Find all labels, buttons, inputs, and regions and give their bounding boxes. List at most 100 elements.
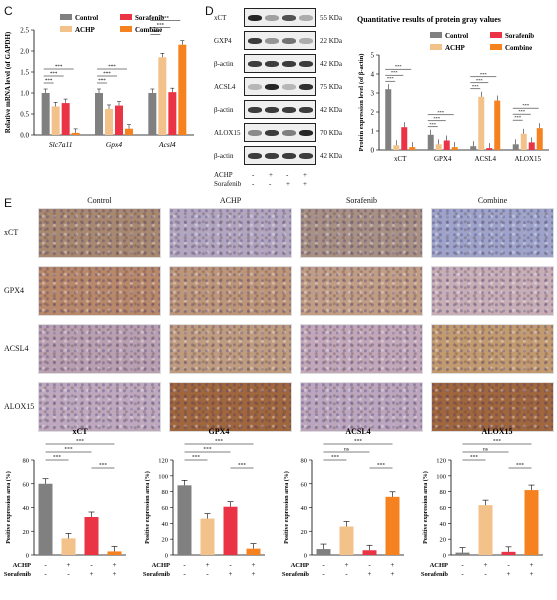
- y-tick-label: 40: [301, 505, 308, 512]
- treatment-sign: +: [90, 570, 94, 578]
- y-tick-label: 60: [440, 505, 447, 512]
- blot-band: [282, 107, 296, 113]
- ihc-column-label: ACHP: [219, 196, 242, 205]
- y-tick-label: 0.0: [20, 132, 29, 140]
- blot-band: [265, 130, 279, 136]
- sig-label: ***: [437, 110, 445, 115]
- legend-label: Sorafenib: [135, 14, 164, 22]
- sig-label: ***: [215, 439, 224, 445]
- blot-band: [265, 153, 279, 159]
- bar: [385, 496, 400, 555]
- treatment-sign: -: [322, 561, 325, 569]
- ihc-column-label: Combine: [477, 196, 508, 205]
- y-tick-label: 3: [371, 90, 375, 98]
- sig-label: ***: [476, 78, 484, 83]
- legend-swatch: [60, 26, 72, 32]
- ihc-image: [169, 382, 292, 432]
- bar: [494, 100, 501, 150]
- ihc-image: [300, 382, 423, 432]
- y-tick-label: 80: [301, 458, 308, 465]
- chart-title: ACSL4: [345, 427, 370, 436]
- chart-title: xCT: [72, 427, 88, 436]
- legend-label: Control: [75, 14, 98, 22]
- bar: [520, 133, 527, 150]
- ihc-column-label: Control: [87, 196, 112, 205]
- y-tick-label: 2.0: [20, 48, 29, 56]
- treatment-sign: +: [252, 561, 256, 569]
- panel-letter-d: D: [205, 4, 214, 18]
- blot-strip: [244, 100, 316, 119]
- sig-label: ***: [55, 65, 63, 70]
- bar: [168, 92, 177, 135]
- y-tick-label: 0: [26, 553, 29, 560]
- y-tick-label: 0: [371, 147, 375, 155]
- bar: [177, 485, 192, 555]
- bar: [339, 526, 354, 555]
- sig-label: ***: [429, 122, 437, 127]
- treatment-sign: +: [345, 561, 349, 569]
- blot-band: [265, 38, 279, 44]
- sig-label: ***: [514, 115, 522, 120]
- bar: [200, 518, 215, 555]
- panel-letter-c: C: [4, 4, 13, 18]
- y-axis-label: Positive expression area (%): [422, 471, 429, 544]
- molecular-weight-label: 42 KDa: [320, 152, 342, 160]
- ihc-column-label: Sorafenib: [345, 196, 378, 205]
- ihc-row-label: ACSL4: [4, 344, 29, 353]
- y-tick-label: 20: [301, 529, 308, 536]
- treatment-sign: -: [507, 561, 510, 569]
- y-tick-label: 100: [436, 473, 446, 480]
- y-axis-label: Positive expression area (%): [283, 471, 290, 544]
- bar: [41, 93, 50, 135]
- bar: [51, 106, 60, 135]
- treatment-sign: +: [252, 570, 256, 578]
- treatment-sign: +: [229, 570, 233, 578]
- blot-strip: [244, 146, 316, 165]
- blot-strip: [244, 77, 316, 96]
- treatment-sign: +: [484, 561, 488, 569]
- bar: [501, 551, 516, 555]
- blot-label: GXP4: [214, 37, 232, 45]
- bar: [528, 142, 535, 150]
- sig-label: ***: [99, 463, 108, 469]
- bar: [107, 551, 122, 555]
- y-tick-label: 120: [436, 458, 446, 465]
- y-axis-label: Positive expression area (%): [5, 471, 12, 544]
- bar: [409, 147, 416, 150]
- sig-label: ns: [344, 447, 349, 453]
- legend-label: ACHP: [75, 26, 96, 34]
- blot-label: β-actin: [214, 106, 234, 114]
- sig-label: ***: [157, 24, 165, 29]
- mrna-chart: 0.0 0.5 1.0 1.5 2.0 2.5 Relative mRNA level (o…: [4, 14, 194, 149]
- ihc-image: [38, 266, 161, 316]
- legend-label: Sorafenib: [505, 32, 534, 40]
- treatment-sign: +: [303, 180, 307, 188]
- treatment-sign: -: [345, 570, 348, 578]
- bar: [478, 505, 493, 555]
- bar: [178, 44, 187, 136]
- bar: [246, 548, 261, 555]
- bar: [71, 132, 80, 135]
- ihc-row-label: GPX4: [4, 286, 25, 295]
- blot-band: [282, 61, 296, 67]
- treatment-sign: +: [530, 561, 534, 569]
- bar: [61, 538, 76, 555]
- y-tick-label: 60: [23, 481, 30, 488]
- treatment-label: Sorafenib: [143, 571, 170, 578]
- sig-label: ***: [108, 65, 116, 70]
- legend-swatch: [120, 14, 132, 20]
- legend-swatch: [430, 32, 442, 38]
- blot-band: [299, 107, 313, 113]
- y-tick-label: 0: [304, 553, 307, 560]
- category-label: ACSL4: [475, 155, 497, 163]
- sig-label: ***: [354, 439, 363, 445]
- blot-band: [299, 84, 313, 90]
- blot-band: [265, 15, 279, 21]
- blot-band: [248, 153, 262, 159]
- sig-label: ***: [387, 76, 395, 81]
- treatment-sign: -: [44, 570, 47, 578]
- treatment-label: ACHP: [13, 562, 31, 569]
- y-axis-label: Positive expression area (%): [144, 471, 151, 544]
- y-tick-label: 40: [440, 521, 447, 528]
- sig-label: ***: [76, 439, 85, 445]
